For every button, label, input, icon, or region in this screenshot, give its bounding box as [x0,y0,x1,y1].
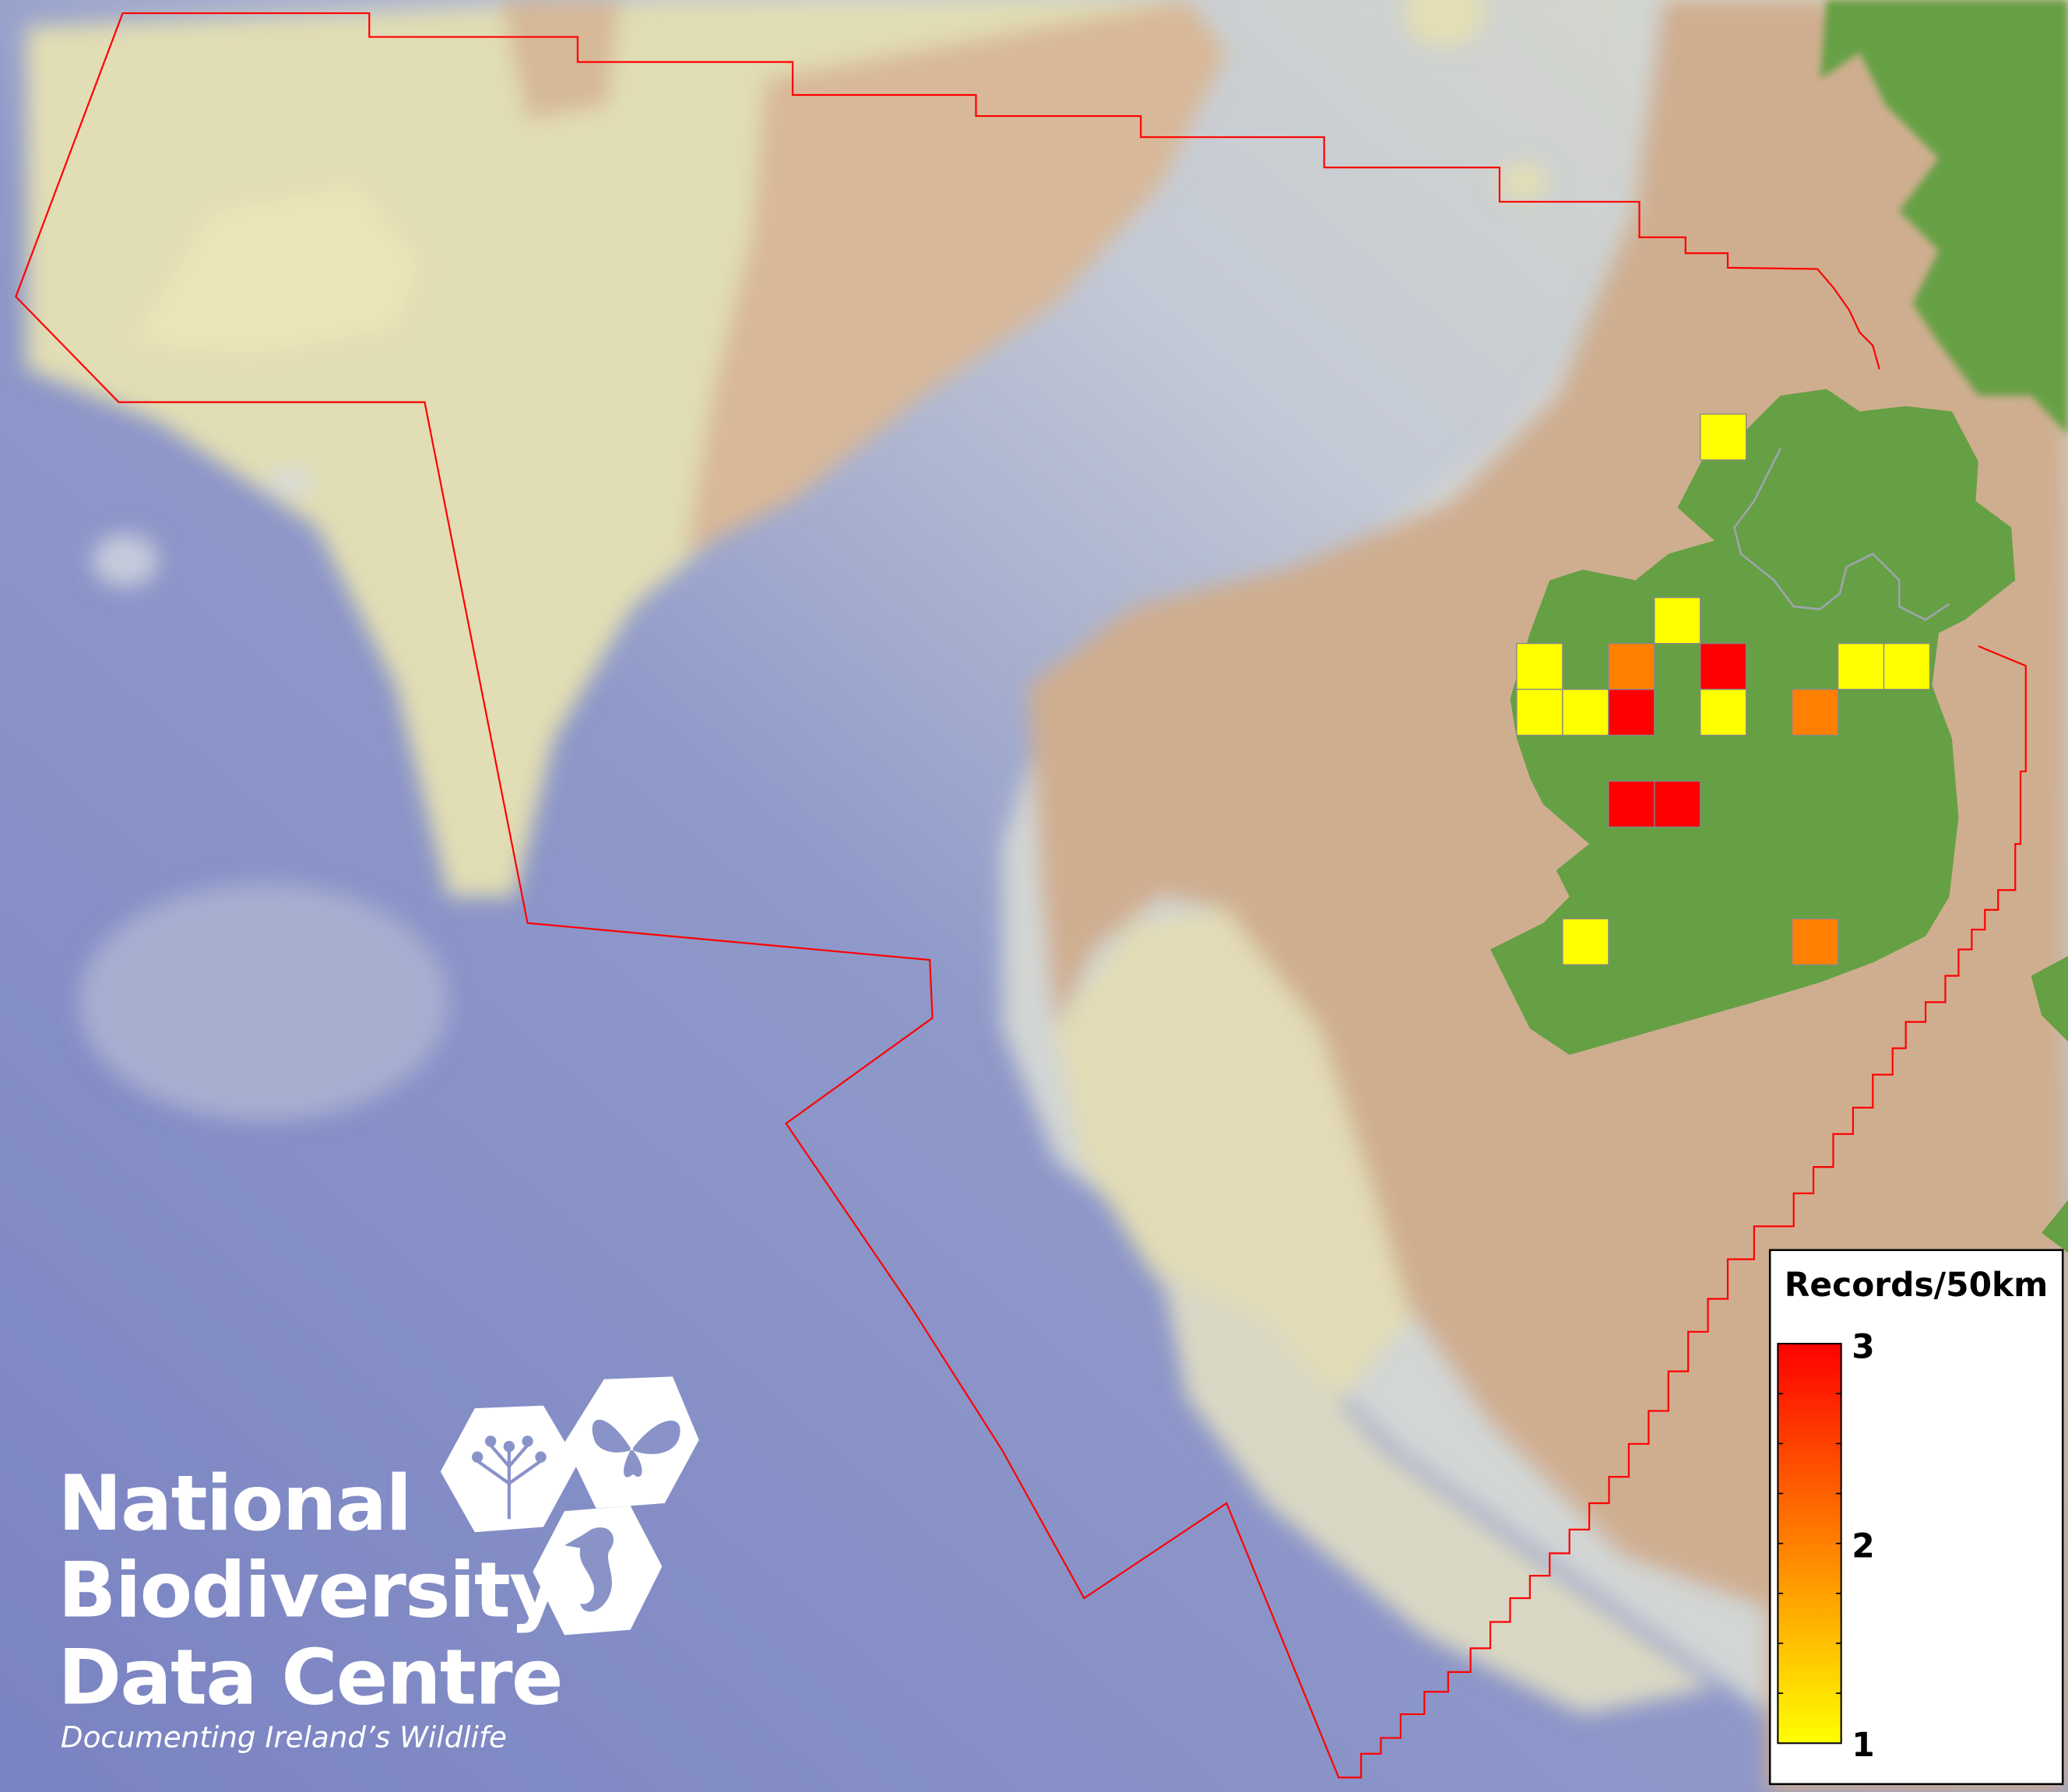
logo-line-biodiversity: Biodiversity [58,1547,559,1636]
nbdc-logo: National Biodiversity Data Centre Docume… [58,1376,699,1754]
logo-line-data-centre: Data Centre [58,1634,562,1723]
record-cell-1 [1837,642,1885,690]
record-cell-2 [1791,688,1839,736]
legend-title: Records/50km [1785,1266,2048,1304]
record-cell-1 [1654,596,1701,645]
legend: Records/50km 3 2 1 [1768,1249,2064,1786]
logo-line-national: National [58,1460,411,1548]
record-cell-1 [1516,642,1563,690]
record-cell-1 [1562,688,1609,736]
record-cell-1 [1700,413,1747,461]
seahorse-icon [564,1527,614,1612]
border-northern-ireland [1733,448,1950,621]
land-britain-south2 [2042,1200,2068,1253]
logo-tagline: Documenting Ireland’s Wildlife [61,1720,507,1754]
legend-tick-mid: 2 [1852,1527,1874,1565]
butterfly-icon [592,1419,681,1478]
logo-hexagons [440,1376,699,1636]
legend-tick-min: 1 [1852,1726,1874,1764]
record-cell-1 [1700,688,1747,736]
record-cell-3 [1654,780,1701,828]
land-britain-south [2031,956,2068,1042]
record-cell-1 [1562,918,1609,965]
land-ireland [1490,388,2016,1056]
record-cell-2 [1608,642,1655,690]
record-cell-1 [1516,688,1563,736]
record-cell-3 [1608,688,1655,736]
butterfly-hexagon [564,1376,699,1509]
record-cell-2 [1791,918,1839,965]
legend-ramp-ticks [1778,1393,1841,1695]
legend-tick-max: 3 [1852,1328,1874,1366]
record-cell-3 [1608,780,1655,828]
land-britain [1820,0,2068,435]
records-grid [1516,413,1931,965]
tree-icon [471,1435,547,1520]
eez-boundary-line [15,12,2027,1779]
record-cell-1 [1883,642,1931,690]
legend-color-ramp [1777,1343,1842,1745]
record-cell-3 [1700,642,1747,690]
